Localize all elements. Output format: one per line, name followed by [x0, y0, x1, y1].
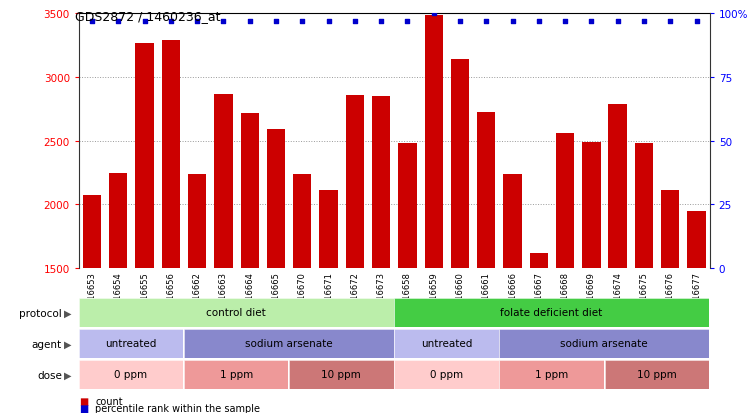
Point	[611, 19, 623, 25]
Text: protocol: protocol	[19, 308, 62, 318]
Bar	[661, 191, 680, 413]
Point	[506, 19, 518, 25]
Text: control diet: control diet	[207, 308, 266, 318]
Point	[138, 19, 150, 25]
Bar	[451, 60, 469, 413]
Point	[638, 19, 650, 25]
Text: ▶: ▶	[64, 308, 71, 318]
Bar	[582, 143, 601, 413]
Text: 1 ppm: 1 ppm	[219, 370, 253, 380]
Point	[86, 19, 98, 25]
Bar	[83, 195, 101, 413]
Point	[323, 19, 335, 25]
Bar	[240, 114, 259, 413]
Text: ■: ■	[79, 403, 88, 413]
Point	[664, 19, 676, 25]
Point	[691, 19, 703, 25]
Bar	[267, 130, 285, 413]
Point	[165, 19, 177, 25]
Bar	[398, 144, 417, 413]
Point	[559, 19, 571, 25]
Bar	[608, 104, 627, 413]
Point	[113, 19, 125, 25]
Point	[427, 11, 439, 18]
Point	[270, 19, 282, 25]
Bar	[424, 16, 443, 413]
Text: percentile rank within the sample: percentile rank within the sample	[95, 403, 261, 413]
Text: 0 ppm: 0 ppm	[114, 370, 148, 380]
Bar	[556, 134, 575, 413]
Point	[191, 19, 203, 25]
Point	[454, 19, 466, 25]
Point	[243, 19, 255, 25]
Point	[348, 19, 360, 25]
Point	[533, 19, 545, 25]
Text: folate deficient diet: folate deficient diet	[500, 308, 603, 318]
Bar	[135, 44, 154, 413]
Point	[481, 19, 493, 25]
Bar	[529, 253, 548, 413]
Point	[401, 19, 413, 25]
Bar	[188, 174, 207, 413]
Text: 10 ppm: 10 ppm	[637, 370, 677, 380]
Bar	[635, 144, 653, 413]
Point	[376, 19, 388, 25]
Text: count: count	[95, 396, 123, 406]
Text: sodium arsenate: sodium arsenate	[245, 339, 333, 349]
Text: ▶: ▶	[64, 370, 71, 380]
Bar	[293, 174, 312, 413]
Text: untreated: untreated	[421, 339, 472, 349]
Bar	[214, 95, 233, 413]
Bar	[345, 96, 364, 413]
Bar	[319, 191, 338, 413]
Text: ■: ■	[79, 396, 88, 406]
Bar	[109, 173, 128, 413]
Text: agent: agent	[32, 339, 62, 349]
Text: 10 ppm: 10 ppm	[321, 370, 361, 380]
Text: 0 ppm: 0 ppm	[430, 370, 463, 380]
Point	[586, 19, 598, 25]
Point	[296, 19, 308, 25]
Text: sodium arsenate: sodium arsenate	[560, 339, 648, 349]
Bar	[477, 112, 496, 413]
Text: GDS2872 / 1460236_at: GDS2872 / 1460236_at	[75, 10, 221, 23]
Point	[218, 19, 230, 25]
Bar	[503, 174, 522, 413]
Text: untreated: untreated	[105, 339, 157, 349]
Text: 1 ppm: 1 ppm	[535, 370, 569, 380]
Bar	[372, 97, 391, 413]
Text: ▶: ▶	[64, 339, 71, 349]
Text: dose: dose	[37, 370, 62, 380]
Bar	[161, 41, 180, 413]
Bar	[687, 211, 706, 413]
